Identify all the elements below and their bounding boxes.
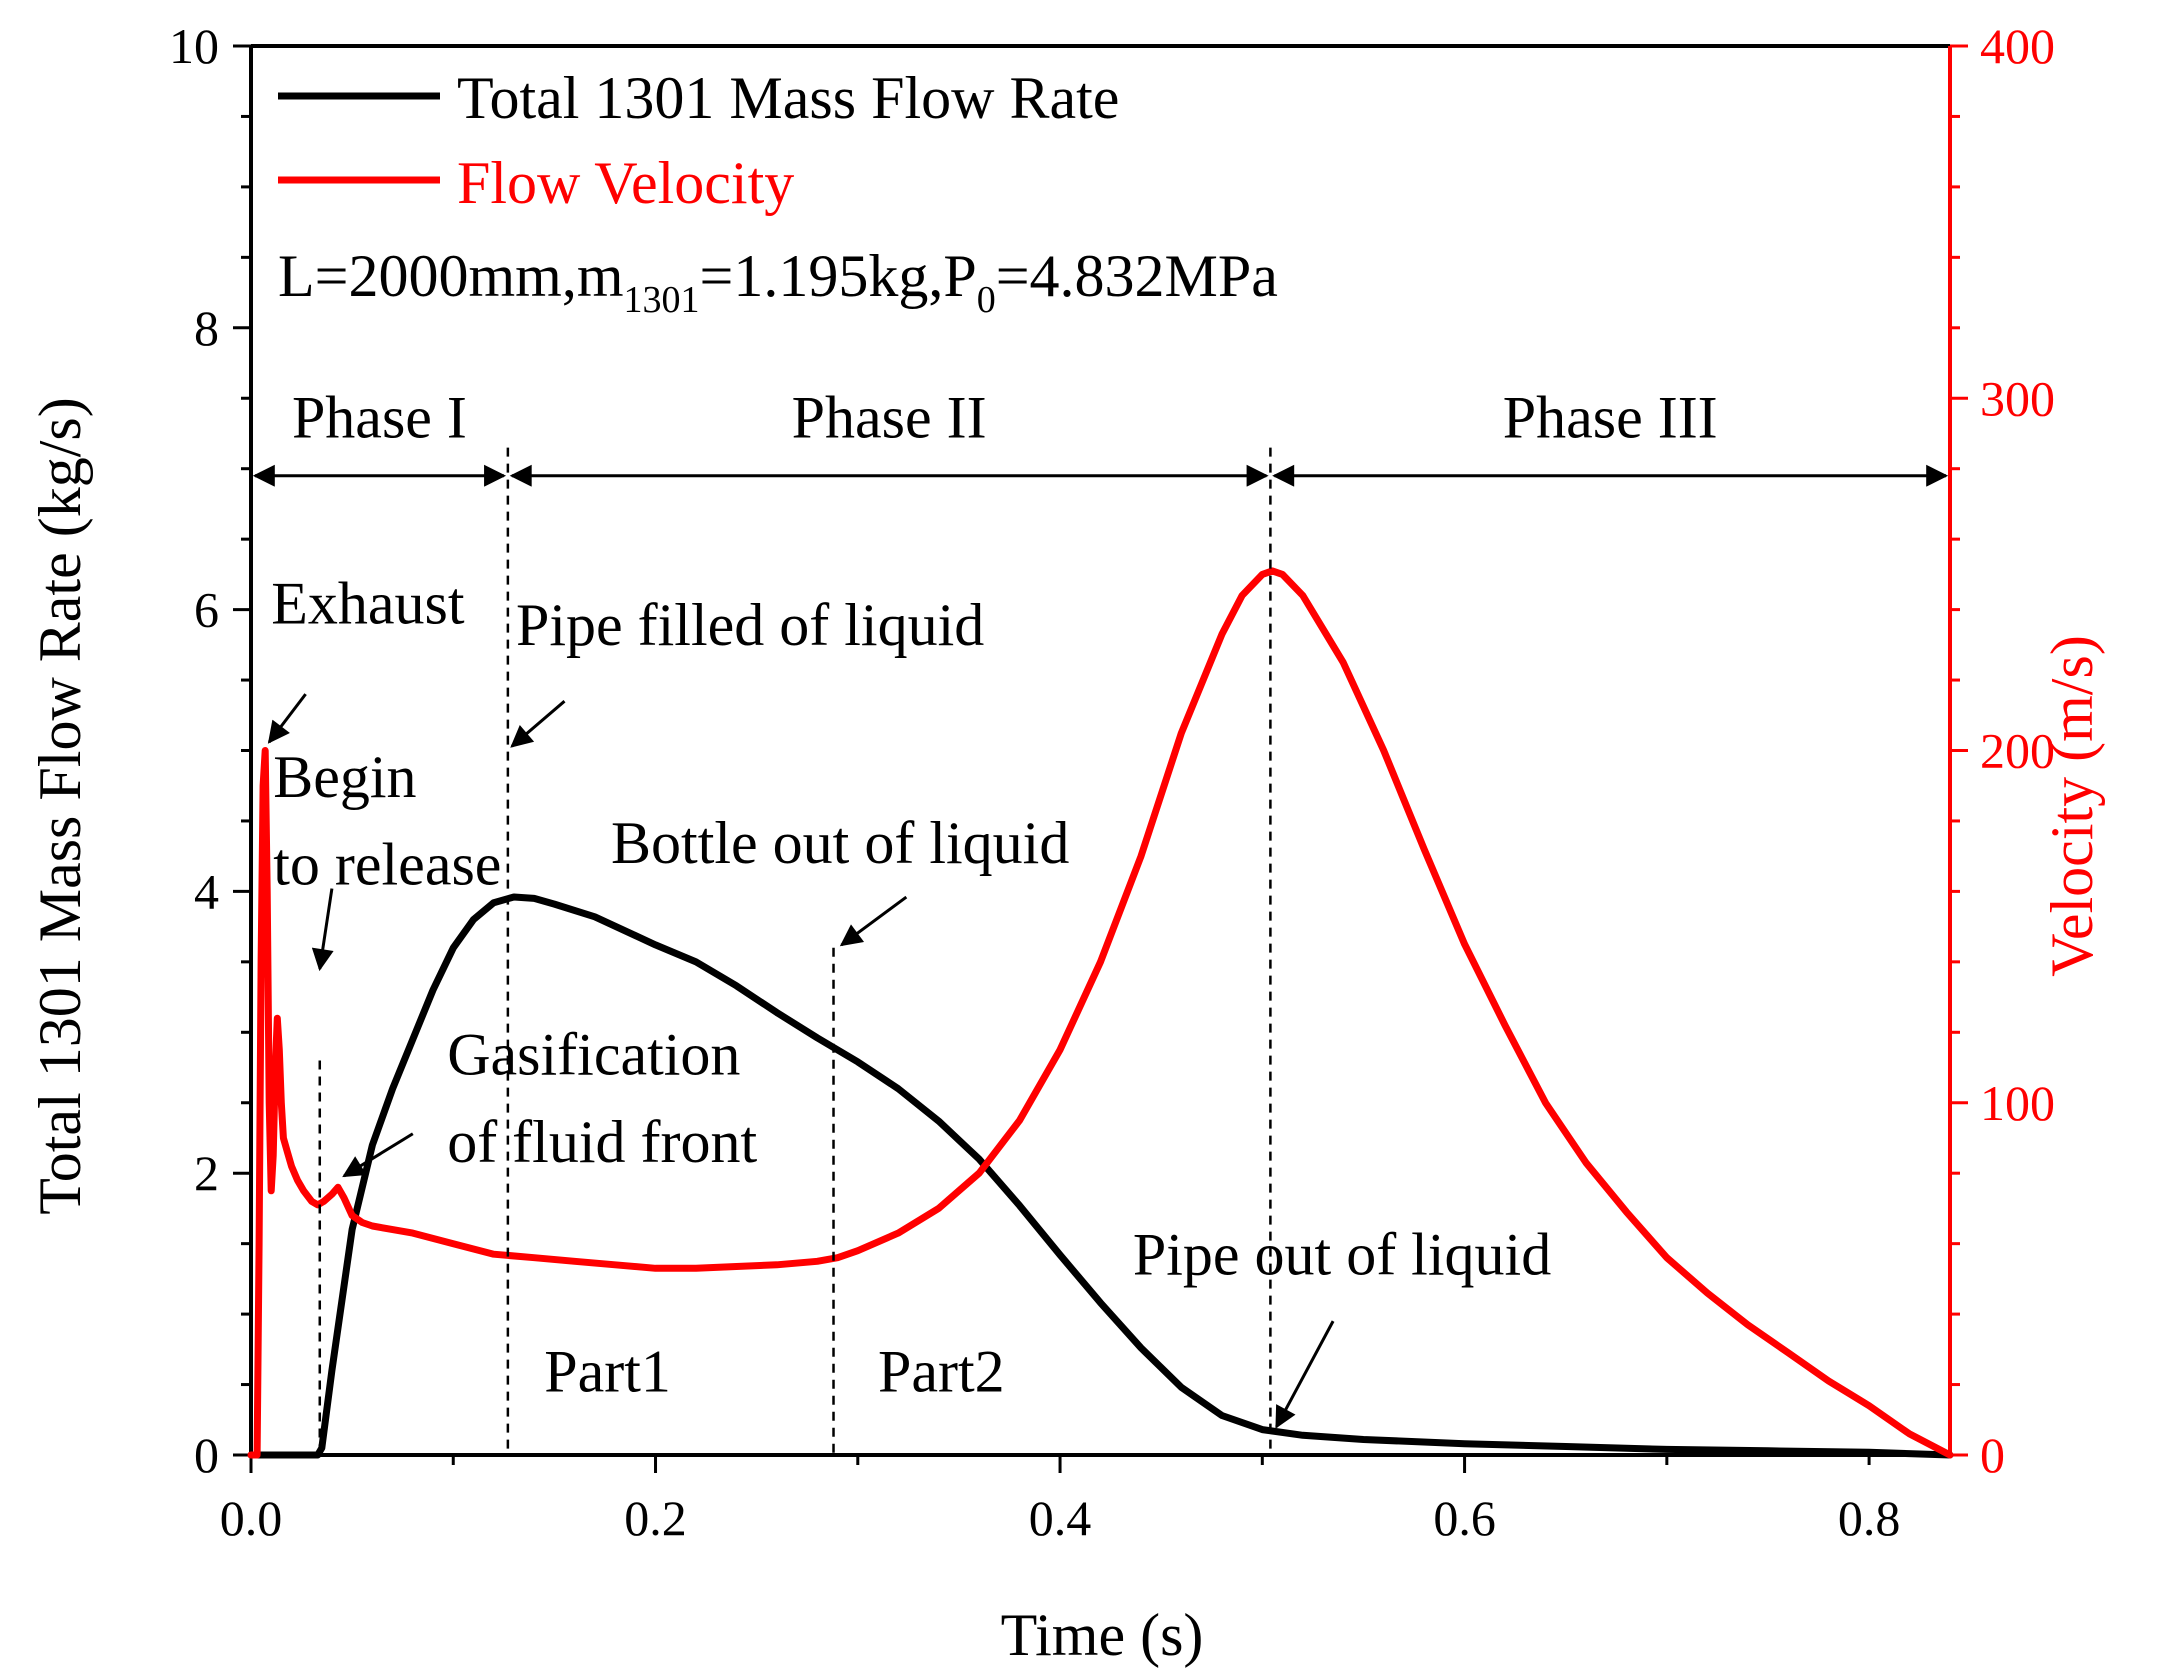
y-left-tick-label: 4 [194, 863, 219, 919]
y-left-tick-label: 2 [194, 1145, 219, 1201]
annotations: Exhaust Begin to release Pipe filled of liq… [267, 571, 1551, 1429]
x-tick-label: 0.4 [1029, 1490, 1092, 1546]
annotation-arrow [267, 693, 307, 744]
y-left-tick-label: 10 [169, 18, 219, 74]
annotation-arrow [839, 895, 908, 947]
velocity-line [247, 567, 1954, 1459]
legend-label-velocity: Flow Velocity [457, 150, 794, 216]
y-right-tick-label: 300 [1980, 370, 2055, 426]
annotation-text: to release [273, 831, 501, 897]
y-axis-right: 0 100 200 300 400 [1950, 18, 2055, 1483]
y-left-tick-label: 8 [194, 300, 219, 356]
annotation-text: Part2 [878, 1339, 1005, 1405]
x-tick-label: 0.8 [1838, 1490, 1901, 1546]
annotation-text: of fluid front [447, 1109, 757, 1175]
x-tick-label: 0.0 [220, 1490, 283, 1546]
y-right-tick-label: 400 [1980, 18, 2055, 74]
annotation-text: Pipe out of liquid [1133, 1222, 1551, 1288]
y-left-tick-label: 6 [194, 582, 219, 638]
x-axis-label: Time (s) [1001, 1602, 1204, 1668]
y-right-tick-label: 0 [1980, 1427, 2005, 1483]
x-axis: 0.0 0.2 0.4 0.6 0.8 [220, 1455, 1901, 1546]
annotation-text: Pipe filled of liquid [516, 592, 984, 658]
annotation-text: Bottle out of liquid [611, 810, 1069, 876]
y-left-tick-label: 0 [194, 1427, 219, 1483]
x-tick-label: 0.2 [624, 1490, 687, 1546]
phase-guides: Phase I Phase II Phase III [252, 384, 1949, 1455]
y-axis-left-label: Total 1301 Mass Flow Rate (kg/s) [27, 397, 93, 1214]
mass-flow-line [247, 893, 1954, 1459]
phase-label: Phase II [792, 384, 987, 450]
legend-label-mass-flow: Total 1301 Mass Flow Rate [457, 65, 1119, 131]
annotation-text: Exhaust [271, 571, 465, 637]
y-axis-left: 0 2 4 6 8 10 [169, 18, 251, 1483]
x-tick-label: 0.6 [1433, 1490, 1496, 1546]
y-axis-right-label: Velocity (m/s) [2039, 635, 2105, 977]
y-right-tick-label: 200 [1980, 723, 2055, 779]
phase-label: Phase III [1503, 384, 1718, 450]
y-right-tick-label: 100 [1980, 1075, 2055, 1131]
annotation-arrow [1275, 1320, 1335, 1429]
condition-text: L=2000mm,m1301=1.195kg,P0=4.832MPa [278, 243, 1278, 321]
phase-label: Phase I [292, 384, 467, 450]
series-layer [247, 567, 1954, 1459]
annotation-arrow [342, 1132, 414, 1178]
annotation-text: Begin [273, 744, 416, 810]
annotation-arrow [510, 700, 566, 748]
legend: Total 1301 Mass Flow Rate Flow Velocity [278, 65, 1119, 216]
annotation-text: Gasification [447, 1022, 740, 1088]
annotation-text: Part1 [544, 1339, 671, 1405]
annotation-arrow [311, 888, 334, 972]
